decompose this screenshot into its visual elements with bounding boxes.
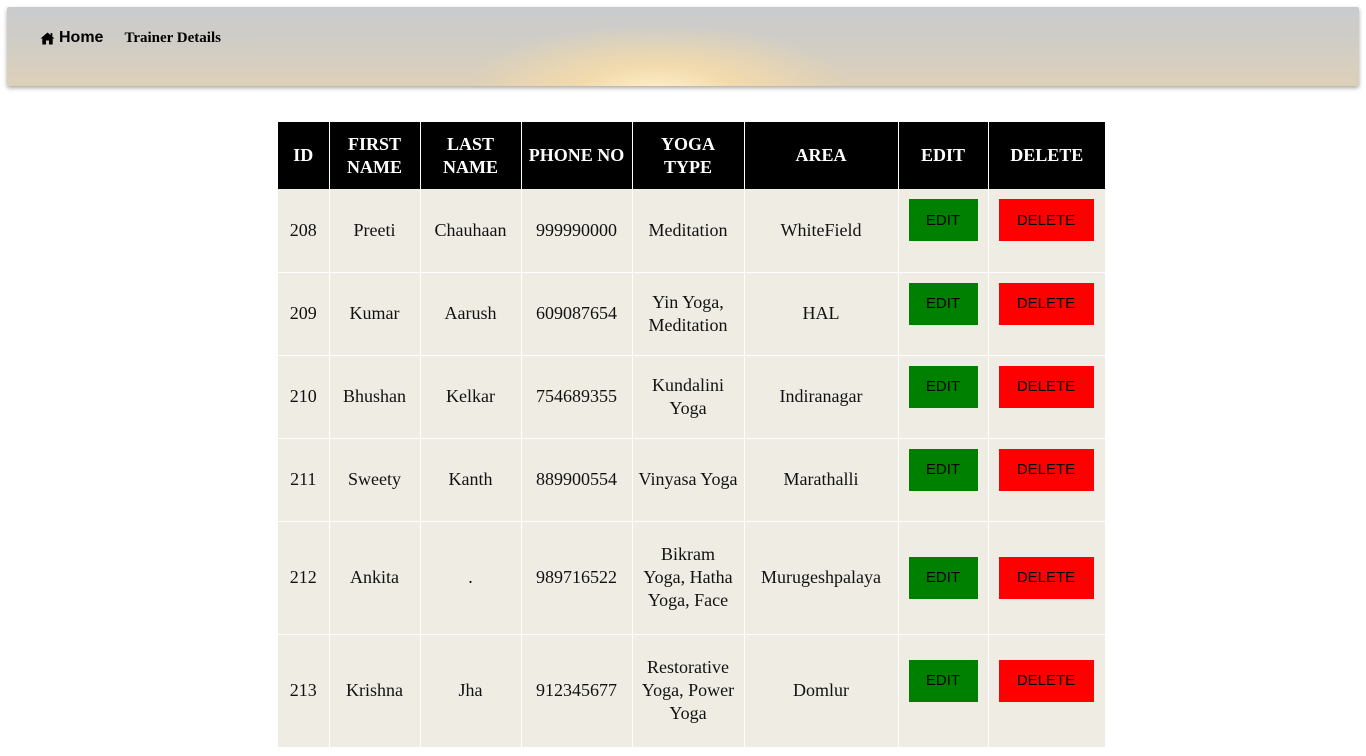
table-row: 212 Ankita . 989716522 Bikram Yoga, Hath… [278, 521, 1105, 635]
delete-button[interactable]: DELETE [998, 659, 1094, 702]
header-phone-no: PHONE NO [521, 122, 633, 189]
edit-button[interactable]: EDIT [908, 199, 978, 241]
cell-id: 213 [278, 634, 330, 748]
table-row: 209 Kumar Aarush 609087654 Yin Yoga, Med… [278, 272, 1105, 356]
cell-yoga-type: Vinyasa Yoga [632, 438, 745, 522]
cell-phone: 912345677 [521, 634, 633, 748]
cell-delete: DELETE [988, 634, 1105, 748]
cell-last-name: . [420, 521, 522, 635]
cell-delete: DELETE [988, 521, 1105, 635]
cell-delete: DELETE [988, 438, 1105, 522]
table-header-row: ID FIRST NAME LAST NAME PHONE NO YOGA TY… [278, 122, 1105, 189]
cell-last-name: Kanth [420, 438, 522, 522]
cell-phone: 999990000 [521, 189, 633, 273]
cell-id: 208 [278, 189, 330, 273]
trainer-table: ID FIRST NAME LAST NAME PHONE NO YOGA TY… [278, 122, 1105, 748]
edit-button[interactable]: EDIT [908, 365, 978, 408]
header-edit: EDIT [898, 122, 989, 189]
cell-id: 210 [278, 355, 330, 439]
cell-area: Marathalli [744, 438, 899, 522]
cell-area: Domlur [744, 634, 899, 748]
cell-id: 209 [278, 272, 330, 356]
delete-button[interactable]: DELETE [998, 556, 1094, 599]
header-area: AREA [744, 122, 899, 189]
home-icon [40, 31, 55, 45]
cell-last-name: Chauhaan [420, 189, 522, 273]
cell-first-name: Sweety [329, 438, 421, 522]
edit-button[interactable]: EDIT [908, 659, 978, 702]
cell-first-name: Preeti [329, 189, 421, 273]
cell-phone: 889900554 [521, 438, 633, 522]
delete-button[interactable]: DELETE [998, 448, 1094, 491]
cell-yoga-type: Yin Yoga, Meditation [632, 272, 745, 356]
cell-last-name: Aarush [420, 272, 522, 356]
table-row: 208 Preeti Chauhaan 999990000 Meditation… [278, 189, 1105, 273]
cell-delete: DELETE [988, 355, 1105, 439]
delete-button[interactable]: DELETE [998, 365, 1094, 408]
delete-button[interactable]: DELETE [998, 199, 1094, 241]
cell-yoga-type: Meditation [632, 189, 745, 273]
cell-edit: EDIT [898, 438, 989, 522]
cell-phone: 609087654 [521, 272, 633, 356]
cell-edit: EDIT [898, 355, 989, 439]
edit-button[interactable]: EDIT [908, 448, 978, 491]
home-label: Home [59, 29, 104, 46]
cell-edit: EDIT [898, 521, 989, 635]
table-row: 213 Krishna Jha 912345677 Restorative Yo… [278, 634, 1105, 748]
delete-button[interactable]: DELETE [998, 282, 1094, 325]
cell-yoga-type: Restorative Yoga, Power Yoga [632, 634, 745, 748]
cell-first-name: Bhushan [329, 355, 421, 439]
home-link[interactable]: Home [40, 29, 103, 47]
cell-edit: EDIT [898, 272, 989, 356]
cell-area: Indiranagar [744, 355, 899, 439]
cell-id: 212 [278, 521, 330, 635]
cell-first-name: Krishna [329, 634, 421, 748]
header-last-name: LAST NAME [420, 122, 522, 189]
header-delete: DELETE [988, 122, 1105, 189]
cell-last-name: Kelkar [420, 355, 522, 439]
cell-last-name: Jha [420, 634, 522, 748]
breadcrumb: Home Trainer Details [40, 29, 221, 47]
cell-phone: 754689355 [521, 355, 633, 439]
cell-area: Murugeshpalaya [744, 521, 899, 635]
cell-delete: DELETE [988, 272, 1105, 356]
header-first-name: FIRST NAME [329, 122, 421, 189]
table-row: 210 Bhushan Kelkar 754689355 Kundalini Y… [278, 355, 1105, 439]
page-title: Trainer Details [124, 29, 221, 46]
cell-yoga-type: Kundalini Yoga [632, 355, 745, 439]
cell-id: 211 [278, 438, 330, 522]
cell-yoga-type: Bikram Yoga, Hatha Yoga, Face [632, 521, 745, 635]
cell-phone: 989716522 [521, 521, 633, 635]
cell-edit: EDIT [898, 634, 989, 748]
cell-first-name: Ankita [329, 521, 421, 635]
header-yoga-type: YOGA TYPE [632, 122, 745, 189]
cell-delete: DELETE [988, 189, 1105, 273]
top-banner: Home Trainer Details [7, 7, 1359, 86]
edit-button[interactable]: EDIT [908, 282, 978, 325]
cell-area: WhiteField [744, 189, 899, 273]
cell-edit: EDIT [898, 189, 989, 273]
header-id: ID [278, 122, 330, 189]
edit-button[interactable]: EDIT [908, 556, 978, 599]
cell-first-name: Kumar [329, 272, 421, 356]
cell-area: HAL [744, 272, 899, 356]
table-row: 211 Sweety Kanth 889900554 Vinyasa Yoga … [278, 438, 1105, 522]
